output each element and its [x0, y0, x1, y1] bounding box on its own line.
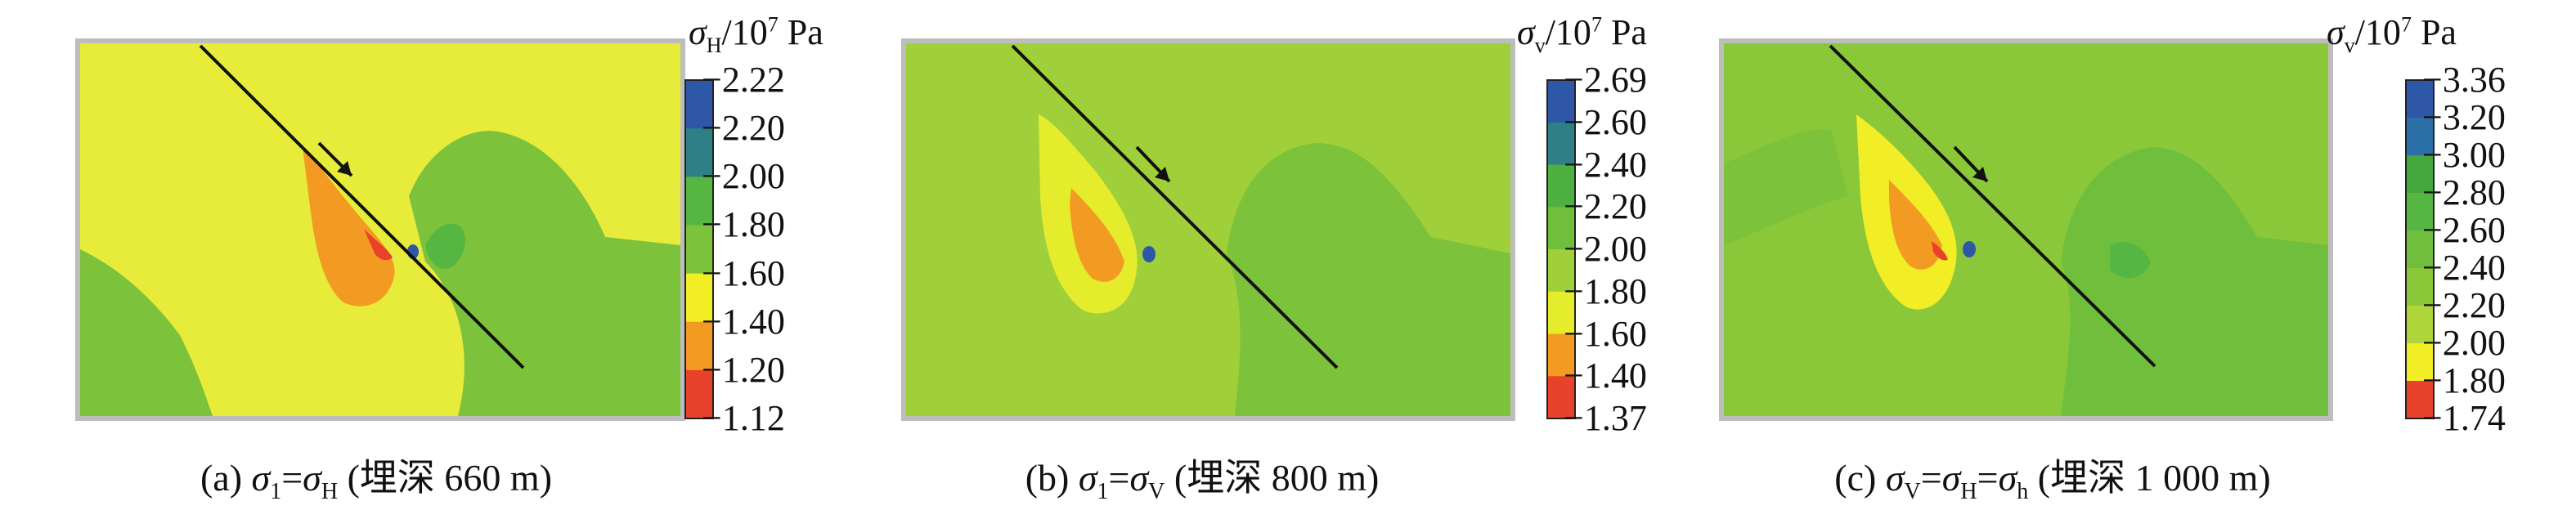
region-green-core-c: [2110, 242, 2151, 279]
colorbar-swatch: [1547, 249, 1575, 293]
colorbar-tick-label: −2.20: [2422, 285, 2506, 325]
colorbar-swatch: [1547, 122, 1575, 165]
contour-map-b: [901, 38, 1576, 421]
colorbar-tick-label: −2.20: [1564, 186, 1647, 227]
region-blue-c: [1963, 241, 1976, 257]
colorbar-tick-label: −3.20: [2422, 97, 2506, 137]
panel-a: σH/107 Pa −2.22 −2.20 −2.00 −1.80 −1.60 −1.40…: [0, 0, 859, 510]
caption-b: (b) σ1=σV (埋深 800 m): [1025, 457, 1380, 505]
region-green-core-a: [425, 223, 466, 269]
fault-line-c: [1829, 44, 2156, 368]
colorbar-tick-label: −1.40: [702, 301, 785, 342]
colorbar-tick-label: −1.40: [1564, 356, 1647, 396]
region-red-a: [364, 229, 393, 261]
colorbar-swatch: [1547, 207, 1575, 250]
colorbar-tick-label: −1.80: [2422, 360, 2506, 400]
fault-line-b: [1011, 44, 1339, 369]
slip-arrowhead-a: [337, 161, 352, 176]
colorbar-swatch: [2406, 306, 2434, 344]
colorbar-c: [2405, 79, 2435, 419]
colorbar-swatch: [2406, 268, 2434, 306]
colorbar-frame: [684, 79, 714, 419]
colorbar-swatch: [685, 80, 713, 129]
slip-arrowhead-b: [1155, 167, 1169, 181]
colorbar-tick-label: −2.40: [1564, 144, 1647, 185]
colorbar-tick-label: −2.80: [2422, 172, 2506, 212]
colorbar-tick-label: −3.00: [2422, 135, 2506, 175]
contour-map-c: [1719, 38, 2435, 421]
colorbar-title-c: σv/107 Pa: [2327, 12, 2457, 57]
colorbar-swatch: [685, 225, 713, 275]
colorbar-frame: [2405, 79, 2435, 419]
colorbar-swatch: [685, 273, 713, 323]
colorbar-frame: [1546, 79, 1576, 419]
colorbar-a: [684, 79, 714, 419]
colorbar-swatch: [685, 321, 713, 371]
colorbar-swatch: [2406, 193, 2434, 231]
region-orange-b: [1070, 188, 1124, 282]
colorbar-swatch: [2406, 80, 2434, 119]
colorbar-tick-label: −2.00: [1564, 229, 1647, 269]
caption-a: (a) σ1=σH (埋深 660 m): [200, 457, 553, 505]
colorbar-swatch: [2406, 155, 2434, 194]
colorbar-tick-label: −1.60: [702, 253, 785, 293]
colorbar-b: [1546, 79, 1576, 419]
colorbar-tick-label: −2.60: [1564, 101, 1647, 142]
region-right-green-b: [1227, 143, 1510, 416]
colorbar-tick-label: −1.80: [1564, 271, 1647, 311]
panel-c: σv/107 Pa −3.36 −3.20 −3.00 −2.80 −2.60 −2.40…: [1717, 0, 2576, 510]
colorbar-swatch: [2406, 118, 2434, 156]
panel-b: σv/107 Pa −2.69 −2.60 −2.40 −2.20 −2.00 −1.80…: [859, 0, 1717, 510]
slip-arrowhead-c: [1972, 167, 1987, 181]
colorbar-tick-label: −3.36: [2422, 60, 2506, 100]
region-orange-a: [303, 147, 395, 306]
region-right-green-a: [409, 131, 680, 416]
colorbar-tick-label: −1.80: [702, 204, 785, 245]
colorbar-swatch: [2406, 343, 2434, 382]
region-left-green-c: [1724, 129, 1848, 245]
region-orange-c: [1889, 180, 1942, 270]
colorbar-tick-label: −1.74: [2422, 398, 2506, 438]
colorbar-tick-label: −1.60: [1564, 313, 1647, 354]
region-right-green-c: [2061, 147, 2328, 416]
colorbar-tick-label: −2.00: [2422, 323, 2506, 363]
colorbar-tick-label: −2.40: [2422, 248, 2506, 288]
contour-map-a: [75, 38, 714, 421]
region-red-c: [1932, 241, 1948, 261]
region-blue-b: [1142, 246, 1156, 262]
colorbar-swatch: [685, 369, 713, 419]
colorbar-swatch: [685, 128, 713, 177]
colorbar-swatch: [1547, 291, 1575, 334]
colorbar-tick-label: −1.20: [702, 349, 785, 390]
caption-c: (c) σV=σH=σh (埋深 1 000 m): [1834, 457, 2271, 505]
fault-line-a: [199, 44, 525, 369]
colorbar-tick-label: −2.22: [702, 60, 785, 100]
colorbar-title-b: σv/107 Pa: [1517, 12, 1647, 57]
colorbar-swatch: [685, 177, 713, 226]
region-low-left-a: [80, 249, 213, 416]
colorbar-swatch: [2406, 230, 2434, 269]
colorbar-tick-label: −1.12: [702, 398, 785, 438]
colorbar-swatch: [1547, 80, 1575, 123]
colorbar-swatch: [2406, 381, 2434, 419]
colorbar-swatch: [1547, 164, 1575, 208]
colorbar-tick-label: −2.00: [702, 156, 785, 197]
colorbar-tick-label: −2.69: [1564, 60, 1647, 100]
colorbar-tick-label: −1.37: [1564, 398, 1647, 438]
colorbar-title-a: σH/107 Pa: [689, 12, 824, 57]
colorbar-swatch: [1547, 376, 1575, 419]
colorbar-swatch: [1547, 333, 1575, 377]
colorbar-tick-label: −2.20: [702, 108, 785, 149]
colorbar-tick-label: −2.60: [2422, 210, 2506, 250]
